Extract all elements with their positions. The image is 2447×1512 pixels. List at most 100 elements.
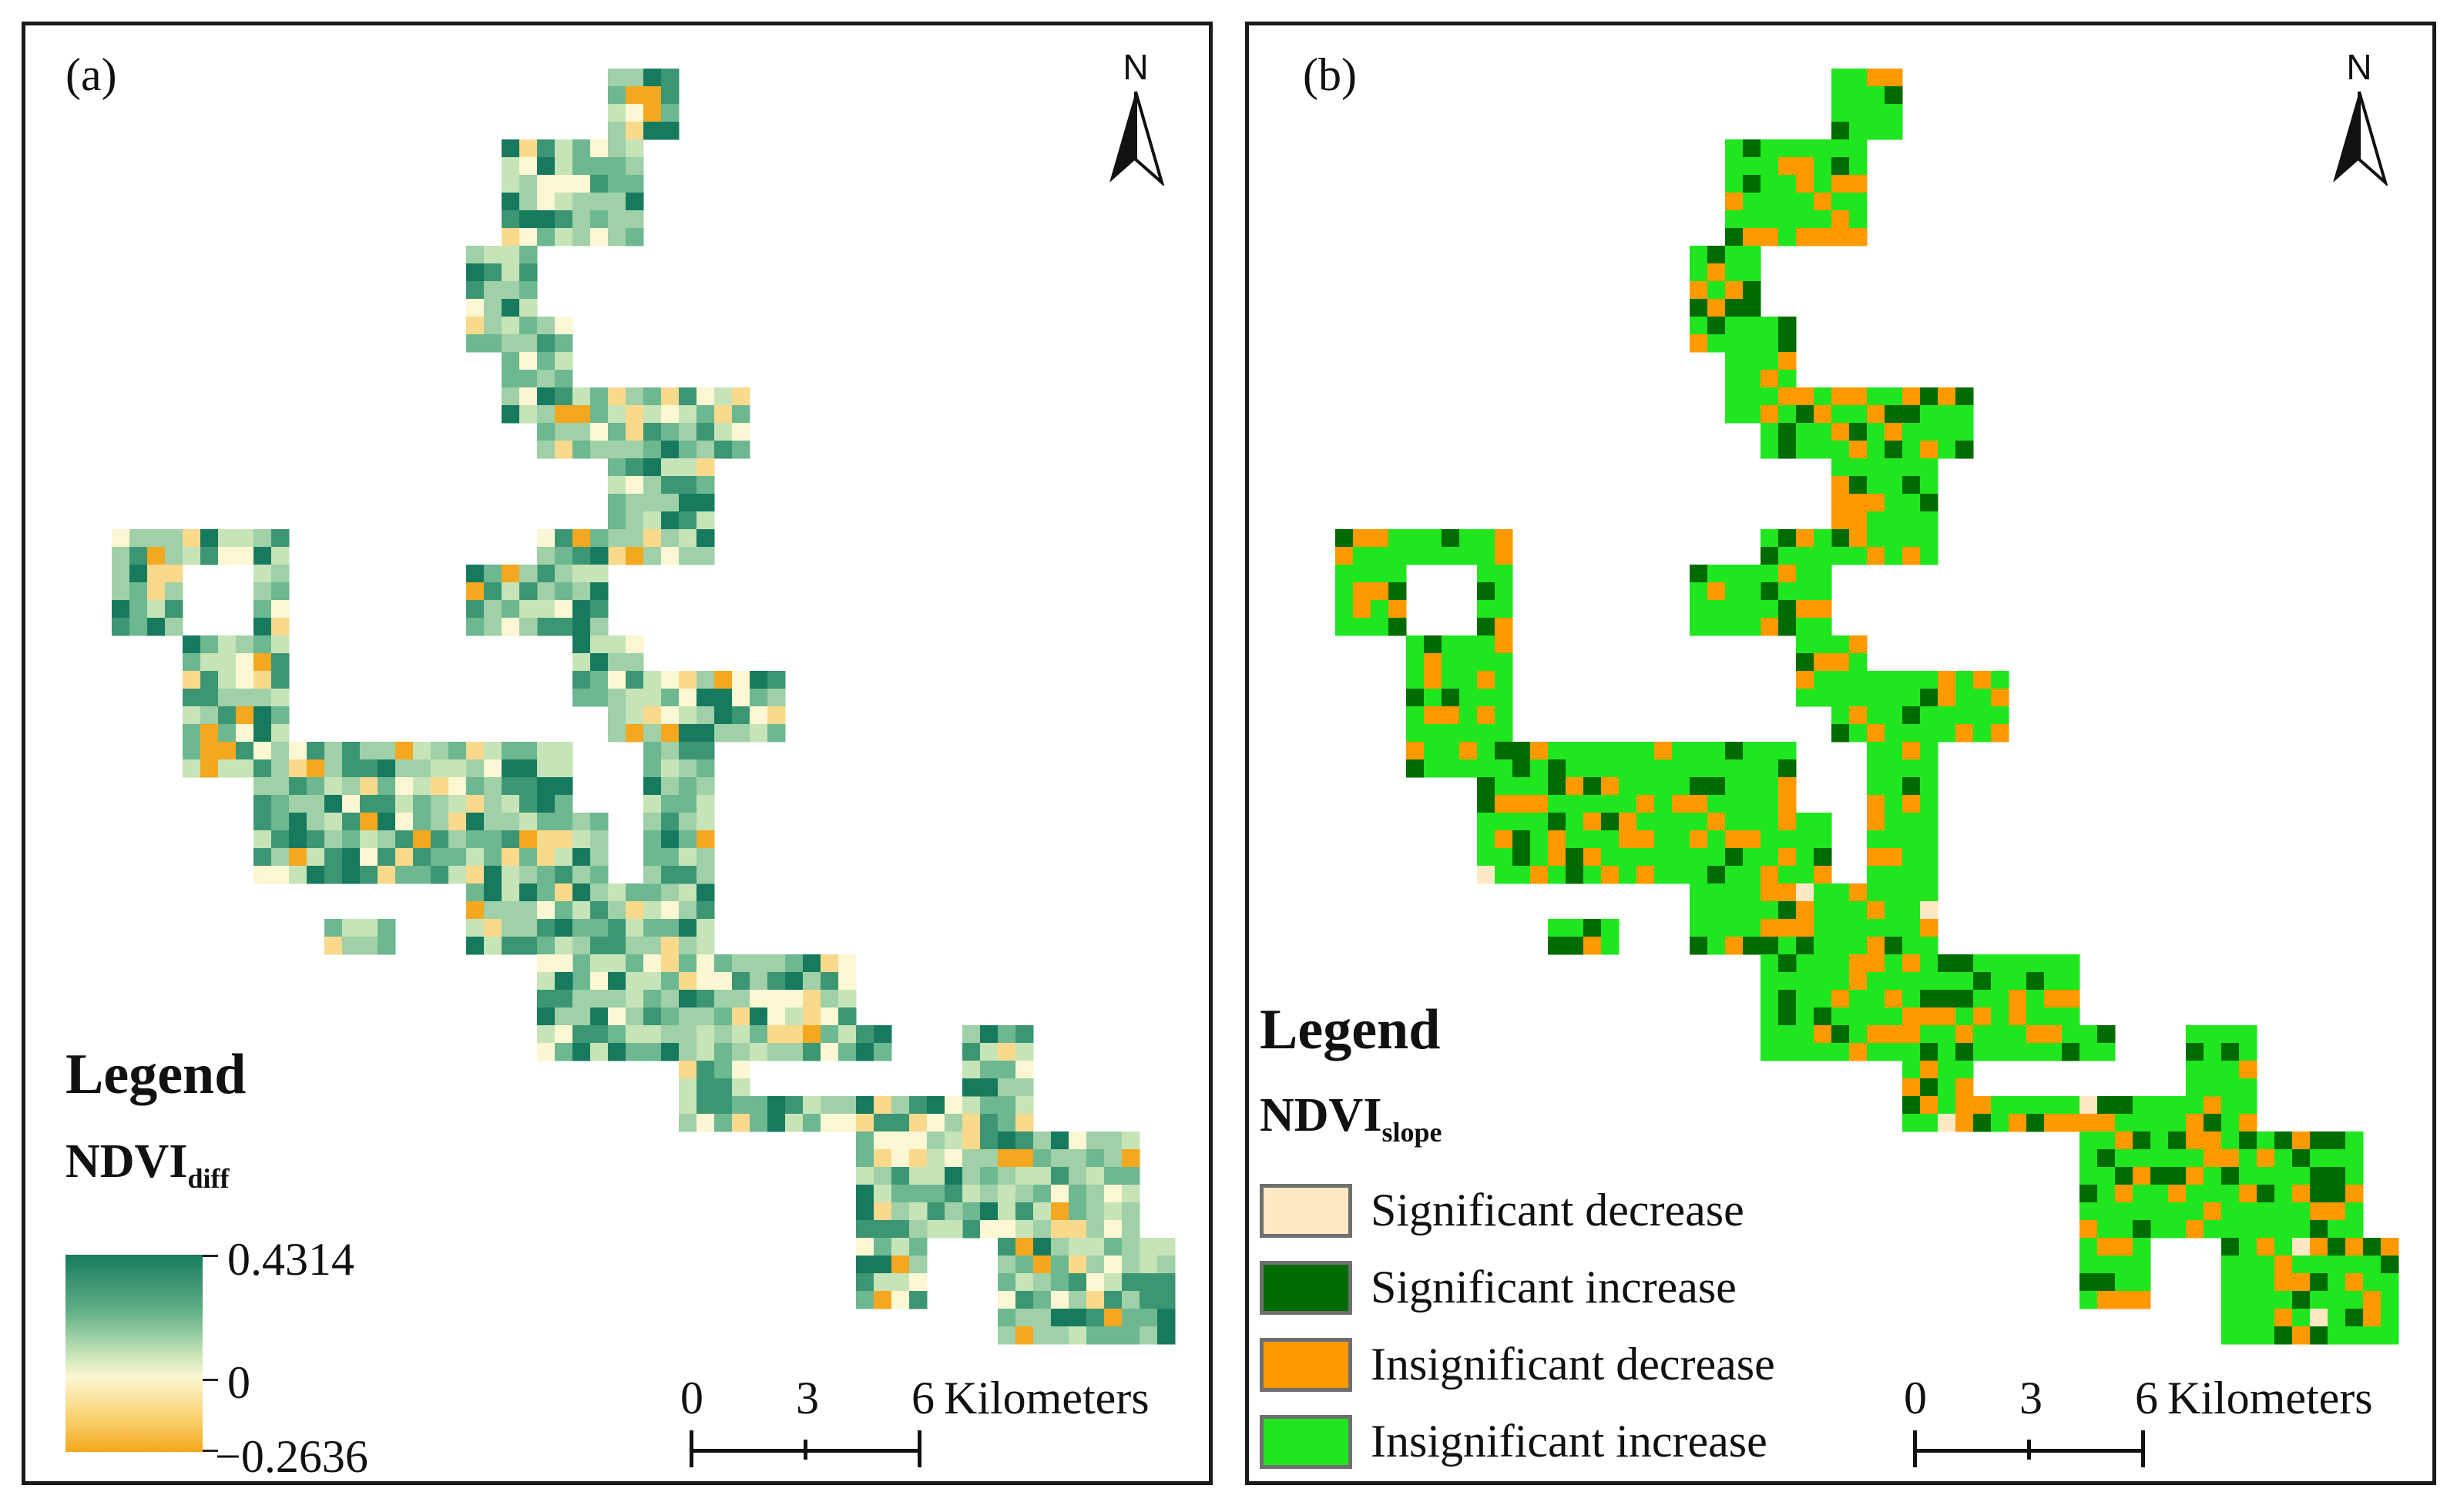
raster-pixel bbox=[1973, 972, 1992, 991]
raster-pixel bbox=[980, 1202, 999, 1221]
raster-pixel bbox=[183, 689, 201, 707]
raster-pixel bbox=[1725, 334, 1744, 353]
raster-pixel bbox=[661, 777, 680, 796]
raster-pixel bbox=[1778, 618, 1797, 636]
raster-pixel bbox=[1495, 706, 1513, 725]
raster-pixel bbox=[679, 990, 697, 1008]
raster-pixel bbox=[1761, 334, 1779, 353]
raster-pixel bbox=[1477, 724, 1495, 743]
raster-pixel bbox=[643, 724, 662, 743]
raster-pixel bbox=[998, 1149, 1016, 1168]
raster-pixel bbox=[1867, 458, 1885, 477]
raster-pixel bbox=[1796, 157, 1814, 176]
raster-pixel bbox=[679, 1025, 697, 1044]
raster-pixel bbox=[1583, 919, 1602, 937]
raster-pixel bbox=[2097, 1185, 2116, 1203]
raster-pixel bbox=[2168, 1220, 2187, 1239]
raster-pixel bbox=[1920, 1025, 1938, 1044]
raster-pixel bbox=[537, 990, 556, 1008]
raster-pixel bbox=[2186, 1043, 2204, 1061]
raster-pixel bbox=[1051, 1131, 1069, 1150]
raster-pixel bbox=[1725, 795, 1744, 813]
raster-pixel bbox=[1885, 122, 1903, 140]
raster-pixel bbox=[572, 883, 591, 902]
raster-pixel bbox=[519, 582, 538, 601]
raster-pixel bbox=[1743, 600, 1761, 619]
raster-pixel bbox=[1104, 1185, 1123, 1203]
legend-variable-name: NDVI bbox=[1260, 1089, 1382, 1142]
raster-pixel bbox=[1530, 848, 1549, 867]
raster-pixel bbox=[661, 937, 680, 955]
raster-pixel bbox=[1885, 759, 1903, 778]
raster-pixel bbox=[1512, 848, 1531, 867]
raster-pixel bbox=[1140, 1309, 1158, 1327]
raster-pixel bbox=[1406, 653, 1425, 672]
raster-pixel bbox=[484, 848, 502, 867]
raster-pixel bbox=[1761, 193, 1779, 211]
raster-pixel bbox=[502, 830, 520, 849]
raster-pixel bbox=[1459, 759, 1478, 778]
raster-pixel bbox=[1955, 1078, 1974, 1097]
raster-pixel bbox=[1069, 1273, 1087, 1292]
raster-pixel bbox=[697, 901, 715, 920]
raster-pixel bbox=[909, 1238, 928, 1256]
raster-pixel bbox=[1902, 813, 1921, 831]
raster-pixel bbox=[253, 759, 272, 778]
raster-pixel bbox=[1902, 1078, 1921, 1097]
raster-pixel bbox=[2274, 1238, 2293, 1256]
raster-pixel bbox=[1778, 210, 1797, 229]
raster-pixel bbox=[484, 582, 502, 601]
raster-pixel bbox=[147, 547, 166, 565]
raster-pixel bbox=[1920, 830, 1938, 849]
raster-pixel bbox=[1938, 1007, 1956, 1026]
raster-pixel bbox=[2044, 1025, 2063, 1044]
raster-pixel bbox=[1619, 759, 1637, 778]
raster-pixel bbox=[484, 565, 502, 583]
raster-pixel bbox=[1104, 1202, 1123, 1221]
raster-pixel bbox=[1015, 1025, 1034, 1044]
raster-pixel bbox=[626, 990, 644, 1008]
raster-pixel bbox=[1867, 671, 1885, 689]
raster-pixel bbox=[1938, 1043, 1956, 1061]
raster-pixel bbox=[661, 458, 680, 477]
raster-pixel bbox=[909, 1273, 928, 1292]
raster-pixel bbox=[661, 69, 680, 87]
raster-pixel bbox=[891, 1256, 910, 1274]
raster-pixel bbox=[289, 848, 307, 867]
raster-pixel bbox=[2274, 1131, 2293, 1150]
raster-pixel bbox=[2150, 1149, 2169, 1168]
raster-pixel bbox=[1601, 830, 1620, 849]
raster-pixel bbox=[555, 565, 573, 583]
raster-pixel bbox=[519, 246, 538, 264]
raster-pixel bbox=[1938, 990, 1956, 1008]
raster-pixel bbox=[803, 972, 821, 991]
raster-pixel bbox=[1122, 1291, 1140, 1309]
raster-pixel bbox=[803, 954, 821, 973]
raster-pixel bbox=[643, 1025, 662, 1044]
raster-pixel bbox=[608, 458, 626, 477]
raster-pixel bbox=[1849, 689, 1868, 707]
raster-pixel bbox=[1885, 423, 1903, 441]
raster-pixel bbox=[1796, 210, 1814, 229]
raster-pixel bbox=[643, 458, 662, 477]
raster-pixel bbox=[1885, 742, 1903, 760]
raster-pixel bbox=[1796, 1043, 1814, 1061]
raster-pixel bbox=[271, 618, 290, 636]
raster-pixel bbox=[661, 1025, 680, 1044]
raster-pixel bbox=[998, 1078, 1016, 1097]
raster-pixel bbox=[1814, 671, 1832, 689]
raster-pixel bbox=[1938, 671, 1956, 689]
raster-pixel bbox=[1725, 263, 1744, 282]
raster-pixel bbox=[874, 1025, 892, 1044]
raster-pixel bbox=[253, 529, 272, 548]
raster-pixel bbox=[1778, 990, 1797, 1008]
raster-pixel bbox=[1955, 387, 1974, 406]
raster-pixel bbox=[1955, 1114, 1974, 1132]
raster-pixel bbox=[626, 529, 644, 548]
raster-pixel bbox=[661, 901, 680, 920]
raster-pixel bbox=[1849, 1025, 1868, 1044]
raster-pixel bbox=[1707, 866, 1726, 884]
raster-pixel bbox=[874, 1114, 892, 1132]
raster-pixel bbox=[1601, 759, 1620, 778]
raster-pixel bbox=[1743, 405, 1761, 424]
